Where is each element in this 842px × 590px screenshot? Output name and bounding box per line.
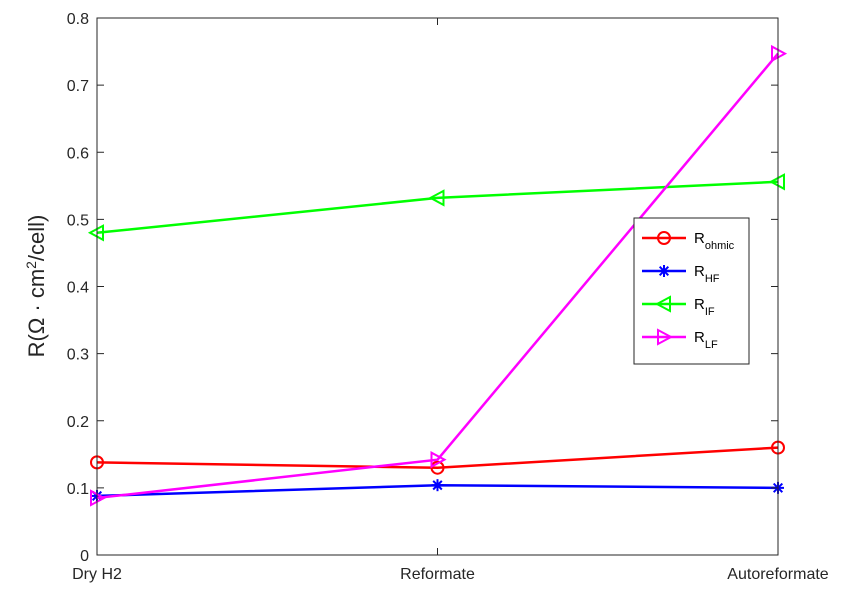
legend: Rohmic RHF RIF RLF xyxy=(633,217,750,365)
legend-label: Rohmic xyxy=(694,230,735,252)
legend-marker xyxy=(654,295,671,313)
y-tick-label: 0.2 xyxy=(67,414,89,431)
legend-item-r-hf: RHF xyxy=(642,263,720,285)
y-tick-label: 0.6 xyxy=(67,145,89,162)
series-line-r-ohmic xyxy=(96,446,779,469)
y-tick-label: 0 xyxy=(80,548,89,565)
legend-label: RHF xyxy=(694,263,720,285)
data-point-r-lf xyxy=(430,451,447,469)
legend-marker xyxy=(658,265,670,277)
x-tick-label: Reformate xyxy=(400,566,475,583)
legend-marker xyxy=(657,328,674,346)
y-tick-label: 0.4 xyxy=(67,280,89,297)
legend-item-r-lf: RLF xyxy=(642,328,718,351)
legend-box xyxy=(633,217,750,365)
axes-layer: 0 0.1 0.2 0.3 0.4 0.5 0.6 0.7 0.8 Dry H2 Reformate… xyxy=(67,11,829,583)
legend-label: RIF xyxy=(694,296,715,318)
y-axis-title: R(Ω · cm2/cell) xyxy=(23,215,49,358)
x-tick-label: Autoreformate xyxy=(727,566,828,583)
legend-item-r-ohmic: Rohmic xyxy=(642,230,735,252)
series-line-r-lf xyxy=(96,52,779,500)
data-point-r-if xyxy=(428,189,445,207)
legend-marker xyxy=(657,231,671,245)
y-tick-label: 0.3 xyxy=(67,347,89,364)
legend-item-r-if: RIF xyxy=(642,295,715,318)
data-point-r-hf xyxy=(431,479,444,492)
y-tick-label: 0.1 xyxy=(67,481,89,498)
y-tick-label: 0.8 xyxy=(67,11,89,28)
y-tick-label: 0.5 xyxy=(67,212,89,229)
y-tick-label: 0.7 xyxy=(67,78,89,95)
x-tick-label: Dry H2 xyxy=(72,566,122,583)
legend-label: RLF xyxy=(694,329,718,351)
